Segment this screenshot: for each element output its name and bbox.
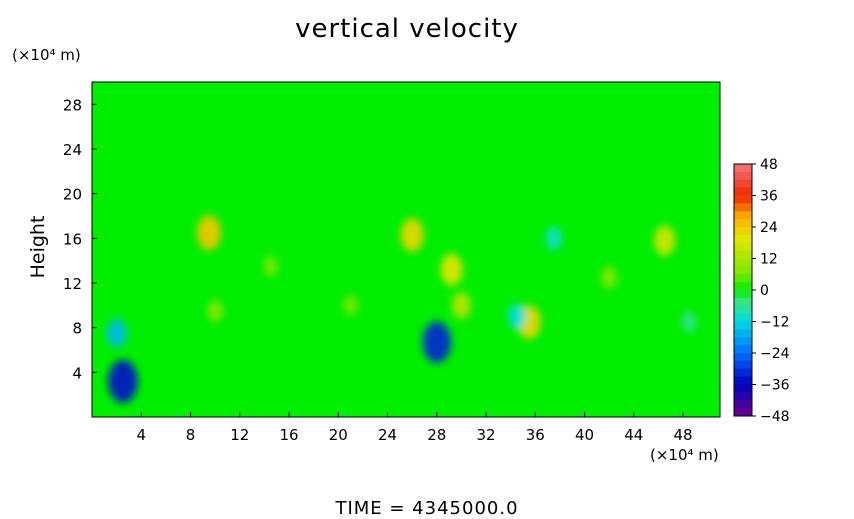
colorbar-band: [734, 313, 752, 322]
colorbar-tick-label: −24: [760, 346, 790, 362]
velocity-feature: [508, 303, 526, 330]
x-tick-label: 28: [427, 426, 446, 444]
y-tick-label: 20: [63, 186, 82, 204]
colorbar-band: [734, 203, 752, 212]
colorbar-band: [734, 368, 752, 378]
y-axis: 4 8 12 16 20 24 28: [63, 96, 97, 382]
colorbar-band: [734, 266, 752, 275]
velocity-feature: [422, 321, 452, 363]
velocity-feature: [263, 255, 278, 277]
y-tick-label: 12: [63, 275, 82, 293]
field-background: [92, 82, 720, 417]
x-axis: 4 8 12 16 20 24 28 32 36 40 44 48: [136, 412, 693, 444]
field-layer: [92, 82, 720, 417]
x-tick-label: 12: [230, 426, 249, 444]
velocity-feature: [400, 218, 424, 252]
velocity-feature: [654, 225, 676, 256]
colorbar-band: [734, 329, 752, 338]
time-label: TIME = 4345000.0: [335, 498, 519, 519]
colorbar-tick-label: −12: [760, 315, 790, 331]
colorbar-band: [734, 187, 752, 196]
colorbar-band: [734, 337, 752, 346]
colorbar-tick-label: −36: [760, 378, 790, 394]
colorbar-tick-label: 0: [760, 283, 769, 299]
colorbar-band: [734, 400, 752, 409]
y-tick-label: 28: [63, 96, 82, 114]
x-tick-label: 4: [136, 426, 146, 444]
velocity-feature: [545, 226, 563, 251]
colorbar-band: [734, 321, 752, 330]
y-tick-label: 24: [63, 141, 82, 159]
colorbar-band: [734, 392, 752, 401]
x-tick-label: 40: [575, 426, 594, 444]
x-tick-label: 36: [526, 426, 545, 444]
velocity-feature: [601, 266, 617, 289]
chart-title: vertical velocity: [295, 14, 519, 44]
velocity-feature: [106, 318, 127, 348]
colorbar-band: [734, 258, 752, 267]
velocity-feature: [452, 291, 471, 319]
y-axis-unit: (×10⁴ m): [12, 46, 81, 64]
x-tick-label: 24: [378, 426, 397, 444]
colorbar-band: [734, 242, 752, 252]
colorbar-band: [734, 345, 752, 354]
colorbar-tick-label: 24: [760, 220, 778, 236]
velocity-feature: [196, 215, 222, 251]
x-tick-label: 20: [329, 426, 348, 444]
colorbar-band: [734, 290, 752, 299]
colorbar-band: [734, 305, 752, 315]
colorbar-band: [734, 195, 752, 204]
velocity-feature: [343, 294, 358, 316]
colorbar-band: [734, 250, 752, 259]
colorbar-band: [734, 234, 752, 244]
x-axis-unit: (×10⁴ m): [650, 446, 719, 464]
colorbar-tick-label: 12: [760, 252, 778, 268]
colorbar-band: [734, 408, 752, 417]
colorbar: 48 36 24 12 0 −12 −24 −36 −48: [733, 157, 790, 425]
y-tick-label: 8: [72, 320, 82, 338]
colorbar-band: [734, 282, 752, 291]
colorbar-tick-label: 36: [760, 189, 778, 205]
colorbar-band: [734, 353, 752, 362]
x-tick-label: 44: [624, 426, 643, 444]
y-tick-label: 4: [72, 364, 82, 382]
colorbar-tick-label: 48: [760, 157, 778, 173]
colorbar-band: [734, 211, 752, 220]
colorbar-band: [734, 360, 752, 370]
colorbar-band: [734, 219, 752, 228]
velocity-feature: [682, 311, 697, 333]
y-tick-label: 16: [63, 230, 82, 248]
colorbar-band: [734, 179, 752, 189]
colorbar-band: [734, 297, 752, 307]
plot-frame: [91, 81, 721, 418]
colorbar-band: [734, 376, 752, 385]
colorbar-band: [734, 164, 752, 173]
velocity-feature: [440, 253, 463, 286]
velocity-feature: [207, 299, 223, 323]
colorbar-band: [734, 171, 752, 181]
x-tick-label: 8: [186, 426, 196, 444]
colorbar-band: [734, 274, 752, 283]
x-tick-label: 32: [476, 426, 495, 444]
colorbar-band: [734, 384, 752, 393]
colorbar-tick-label: −48: [760, 409, 790, 425]
velocity-feature: [107, 359, 138, 403]
x-tick-label: 16: [279, 426, 298, 444]
colorbar-band: [734, 227, 752, 236]
x-tick-label: 48: [674, 426, 693, 444]
